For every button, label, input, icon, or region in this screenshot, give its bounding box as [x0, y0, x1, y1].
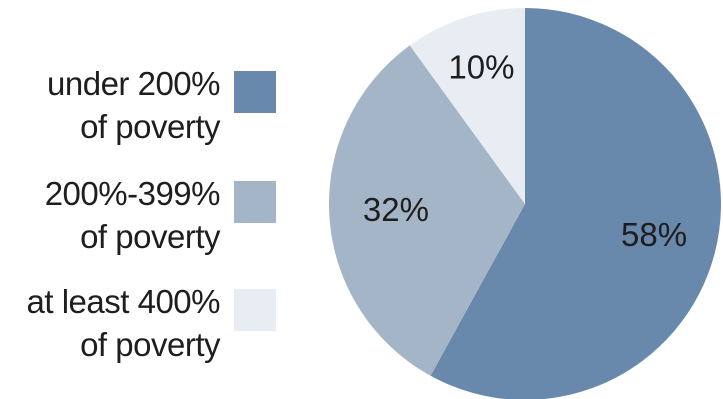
- legend-swatch: [234, 289, 276, 331]
- chart-legend: under 200% of poverty 200%-399% of pover…: [0, 0, 290, 399]
- legend-item-200-399: 200%-399% of poverty: [0, 172, 276, 262]
- legend-label: 200%-399% of poverty: [0, 172, 221, 258]
- legend-label-line1: under 200%: [47, 65, 220, 102]
- legend-label: at least 400% of poverty: [0, 280, 221, 366]
- legend-label-line2: of poverty: [80, 108, 220, 145]
- legend-swatch: [234, 181, 276, 223]
- legend-label-line1: at least 400%: [26, 283, 221, 320]
- data-label-under-200: 58%: [621, 216, 687, 253]
- legend-item-at-least-400: at least 400% of poverty: [0, 280, 276, 370]
- legend-swatch: [234, 71, 276, 113]
- data-label-200-399: 32%: [363, 191, 429, 228]
- legend-label-line2: of poverty: [80, 326, 220, 363]
- pie-slice-200-399: [329, 45, 525, 376]
- pie-slice-under-200: [430, 8, 721, 399]
- pie-slice-at-least-400: [409, 8, 525, 204]
- legend-label-line1: 200%-399%: [44, 175, 221, 212]
- legend-label-line2: of poverty: [80, 218, 220, 255]
- legend-item-under-200: under 200% of poverty: [0, 62, 276, 152]
- data-label-at-least-400: 10%: [448, 49, 514, 86]
- legend-label: under 200% of poverty: [0, 62, 220, 148]
